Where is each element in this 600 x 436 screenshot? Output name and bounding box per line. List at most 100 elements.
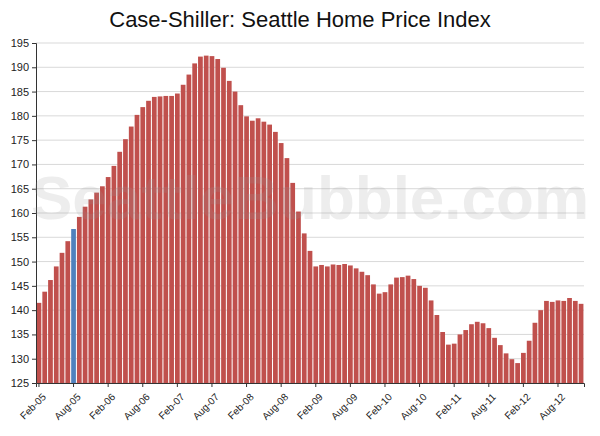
y-tick-label: 170 xyxy=(11,158,29,170)
y-tick-mark xyxy=(32,140,36,141)
bar xyxy=(83,207,88,383)
bar xyxy=(377,294,382,383)
bar xyxy=(406,276,411,383)
y-tick: 180 xyxy=(11,110,36,122)
y-tick-mark xyxy=(32,92,36,93)
y-tick: 125 xyxy=(11,377,36,389)
bar xyxy=(319,265,324,383)
y-tick: 140 xyxy=(11,304,36,316)
bar xyxy=(533,323,538,383)
y-tick-label: 175 xyxy=(11,134,29,146)
x-tick-mark xyxy=(211,383,212,387)
bar xyxy=(181,85,186,383)
x-tick-label: Aug-11 xyxy=(468,391,498,421)
x-tick-mark xyxy=(557,383,558,387)
y-tick-mark xyxy=(32,262,36,263)
watermark: SeattleBubble.com xyxy=(31,163,589,232)
bar xyxy=(175,94,180,383)
bar xyxy=(561,301,566,383)
bar xyxy=(238,105,243,383)
bar xyxy=(302,233,307,383)
y-tick-mark xyxy=(32,334,36,335)
bar xyxy=(146,101,151,383)
bar xyxy=(388,284,393,383)
x-tick-mark xyxy=(142,383,143,387)
y-tick-label: 145 xyxy=(11,280,29,292)
bar xyxy=(135,115,140,383)
bar xyxy=(498,345,503,383)
y-tick: 175 xyxy=(11,134,36,146)
y-tick: 195 xyxy=(11,37,36,49)
y-tick-label: 180 xyxy=(11,110,29,122)
bar xyxy=(256,118,261,383)
x-tick-label: Aug-09 xyxy=(329,391,360,422)
bar xyxy=(37,303,42,383)
y-tick-mark xyxy=(32,310,36,311)
bar xyxy=(504,353,509,383)
x-tick-mark xyxy=(523,383,524,387)
x-tick: Aug-12 xyxy=(537,383,568,422)
bar xyxy=(140,107,145,383)
bar xyxy=(261,122,266,383)
x-tick: Feb-09 xyxy=(295,383,325,421)
bar xyxy=(446,345,451,383)
bar xyxy=(65,241,70,383)
y-tick-label: 165 xyxy=(11,183,29,195)
bar xyxy=(296,212,301,383)
x-tick-label: Aug-06 xyxy=(121,391,152,422)
bar xyxy=(550,302,555,383)
x-tick-mark xyxy=(488,383,489,387)
bar xyxy=(486,328,491,383)
y-tick-label: 130 xyxy=(11,353,29,365)
x-tick: Aug-07 xyxy=(191,383,222,422)
x-tick-label: Aug-10 xyxy=(398,391,429,422)
x-tick-label: Feb-05 xyxy=(18,391,48,421)
annotations: SeattleBubble.com xyxy=(31,163,589,232)
bar xyxy=(77,217,82,383)
bar xyxy=(475,322,480,383)
bar xyxy=(325,266,330,383)
bar xyxy=(42,292,47,383)
x-tick-mark xyxy=(350,383,351,387)
x-tick: Feb-11 xyxy=(434,383,464,421)
bar xyxy=(383,292,388,383)
bar xyxy=(365,275,370,383)
bar xyxy=(544,301,549,383)
bar xyxy=(331,264,336,383)
y-tick: 150 xyxy=(11,256,36,268)
bar xyxy=(169,96,174,383)
bar xyxy=(360,272,365,383)
bar xyxy=(313,266,318,383)
bar xyxy=(463,330,468,383)
grid-line xyxy=(36,67,584,68)
bar xyxy=(163,96,168,383)
y-tick-label: 190 xyxy=(11,61,29,73)
bar xyxy=(527,341,532,383)
x-tick-label: Feb-09 xyxy=(295,391,325,421)
y-tick: 130 xyxy=(11,353,36,365)
bar xyxy=(579,304,584,383)
y-tick-label: 195 xyxy=(11,37,29,49)
y-tick-mark xyxy=(32,116,36,117)
bar xyxy=(233,92,238,383)
x-tick: Feb-12 xyxy=(502,383,532,421)
x-tick: Feb-08 xyxy=(226,383,256,421)
bar xyxy=(250,121,255,383)
y-tick: 190 xyxy=(11,61,36,73)
x-tick: Feb-06 xyxy=(87,383,117,421)
y-tick-label: 140 xyxy=(11,304,29,316)
grid-line xyxy=(36,115,584,116)
x-tick-label: Aug-12 xyxy=(537,391,568,422)
x-tick-label: Feb-10 xyxy=(364,391,394,421)
x-tick: Aug-11 xyxy=(468,383,498,421)
bar xyxy=(411,279,416,383)
bar xyxy=(458,334,463,383)
y-tick-mark xyxy=(32,67,36,68)
bar xyxy=(469,324,474,383)
title: Case-Shiller: Seattle Home Price Index xyxy=(109,7,491,32)
y-tick: 155 xyxy=(11,231,36,243)
x-tick-mark xyxy=(454,383,455,387)
y-tick-label: 150 xyxy=(11,256,29,268)
y-tick: 185 xyxy=(11,86,36,98)
bar xyxy=(417,286,422,383)
